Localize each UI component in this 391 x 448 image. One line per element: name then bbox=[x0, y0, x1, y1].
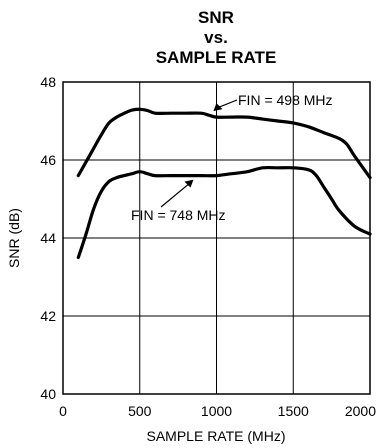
x-tick-label-2: 1000 bbox=[201, 403, 232, 419]
x-tick-label-0: 0 bbox=[59, 403, 67, 419]
annotation-arrow-748 bbox=[160, 182, 191, 208]
y-axis-label: SNR (dB) bbox=[6, 208, 22, 268]
annotation-arrowhead-748 bbox=[184, 179, 194, 188]
x-tick-label-4: 2000 bbox=[345, 403, 376, 419]
annotations: FIN = 498 MHz FIN = 748 MHz bbox=[131, 92, 333, 223]
y-tick-label-2: 44 bbox=[40, 230, 56, 246]
series-line-0 bbox=[76, 107, 372, 180]
y-tick-label-1: 42 bbox=[40, 308, 56, 324]
series-group bbox=[76, 107, 372, 260]
tick-labels: 0 500 1000 1500 2000 40 42 44 46 48 bbox=[40, 74, 376, 419]
y-tick-label-4: 48 bbox=[40, 74, 56, 90]
x-axis-label: SAMPLE RATE (MHz) bbox=[147, 428, 286, 444]
chart-title-line-1: SNR bbox=[198, 8, 234, 27]
annotation-label-748: FIN = 748 MHz bbox=[131, 207, 226, 223]
y-tick-label-0: 40 bbox=[40, 386, 56, 402]
chart-title-line-2: vs. bbox=[204, 28, 228, 47]
annotation-label-498: FIN = 498 MHz bbox=[238, 92, 333, 108]
x-tick-label-3: 1500 bbox=[278, 403, 309, 419]
x-tick-label-1: 500 bbox=[128, 403, 152, 419]
chart-title-line-3: SAMPLE RATE bbox=[156, 48, 277, 67]
plot-frame bbox=[62, 81, 371, 395]
annotation-arrowhead-498 bbox=[213, 103, 223, 112]
series-line-1 bbox=[76, 165, 372, 260]
grid-lines bbox=[63, 82, 370, 394]
y-tick-label-3: 46 bbox=[40, 152, 56, 168]
